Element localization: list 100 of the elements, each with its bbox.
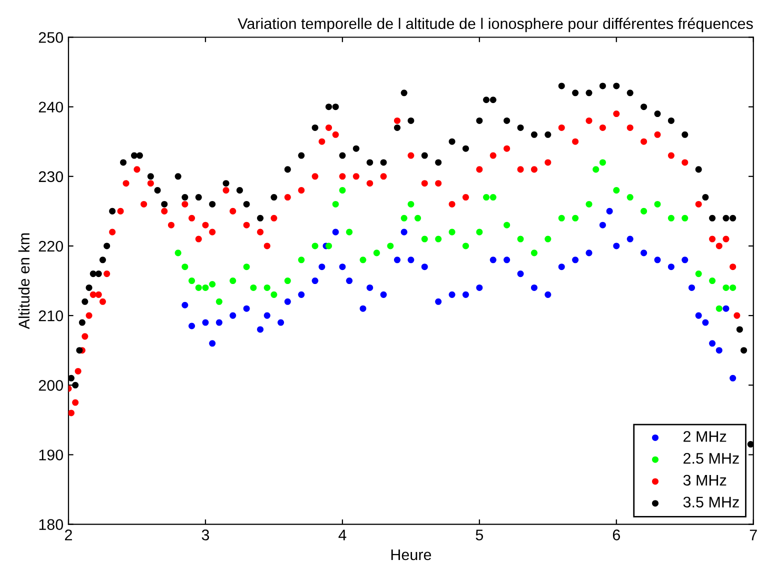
x-axis-title: Heure xyxy=(391,550,432,560)
y-tick-label: 220 xyxy=(38,240,64,252)
y-tick-label: 210 xyxy=(38,310,64,322)
point xyxy=(599,222,606,228)
point xyxy=(216,298,222,305)
point xyxy=(517,236,524,242)
point xyxy=(682,214,688,222)
point xyxy=(530,250,538,256)
point xyxy=(695,270,702,278)
point xyxy=(243,264,250,270)
point xyxy=(613,242,620,250)
point xyxy=(298,256,305,264)
point xyxy=(722,284,730,291)
point xyxy=(394,256,400,264)
x-tick-label: 5 xyxy=(476,530,484,540)
point xyxy=(264,284,270,291)
point xyxy=(476,284,483,291)
point xyxy=(332,200,339,208)
point xyxy=(325,242,332,250)
point xyxy=(702,319,709,326)
point xyxy=(668,264,674,270)
x-tick-label: 2 xyxy=(65,530,72,540)
point xyxy=(188,278,196,284)
point xyxy=(722,305,730,312)
point xyxy=(462,291,469,298)
point xyxy=(182,264,188,270)
x-tick-label: 3 xyxy=(202,530,210,540)
point xyxy=(448,291,456,298)
y-tick-label: 230 xyxy=(38,171,64,182)
y-tick-label: 240 xyxy=(38,102,64,113)
point xyxy=(504,256,510,264)
point xyxy=(346,228,353,236)
point xyxy=(312,242,318,250)
point xyxy=(373,250,380,256)
y-tick-label: 180 xyxy=(39,519,64,530)
point xyxy=(264,312,270,319)
legend-label: 2 MHz xyxy=(684,431,726,442)
point xyxy=(243,305,250,312)
point xyxy=(400,214,408,222)
point xyxy=(414,214,422,222)
point xyxy=(490,194,496,201)
x-tick-label: 6 xyxy=(612,530,620,540)
point xyxy=(504,222,510,228)
point xyxy=(688,284,696,291)
point xyxy=(360,305,366,312)
point xyxy=(216,319,222,326)
legend-label: 3 MHz xyxy=(683,474,726,486)
point xyxy=(195,284,202,291)
point xyxy=(695,312,702,319)
point xyxy=(339,187,346,194)
y-tick-label: 250 xyxy=(38,32,64,43)
point xyxy=(626,236,634,242)
point xyxy=(339,264,346,270)
point xyxy=(284,298,291,305)
point xyxy=(318,264,326,270)
point xyxy=(298,291,305,298)
point xyxy=(483,194,490,201)
point xyxy=(730,374,736,382)
point xyxy=(332,228,339,236)
point xyxy=(421,236,428,242)
point xyxy=(606,208,613,214)
point xyxy=(558,214,565,222)
point xyxy=(209,340,216,347)
point xyxy=(230,312,236,319)
point xyxy=(408,256,414,264)
point xyxy=(572,214,579,222)
point xyxy=(709,278,716,284)
point xyxy=(682,256,688,264)
point xyxy=(462,242,469,250)
point xyxy=(626,194,634,201)
point xyxy=(668,214,674,222)
point xyxy=(730,284,736,291)
point xyxy=(640,250,648,256)
point xyxy=(312,278,318,284)
point xyxy=(270,291,278,298)
legend-label: 2.5 MHz xyxy=(684,452,739,464)
point xyxy=(360,256,366,264)
point xyxy=(592,166,600,173)
point xyxy=(387,242,394,250)
point xyxy=(544,236,552,242)
point xyxy=(716,305,722,312)
point xyxy=(599,159,606,166)
point xyxy=(174,250,182,256)
point xyxy=(257,326,264,333)
point xyxy=(709,340,716,347)
x-tick-label: 4 xyxy=(338,530,346,540)
y-tick-label: 190 xyxy=(39,450,64,460)
point xyxy=(400,228,408,236)
point xyxy=(202,319,209,326)
point xyxy=(530,284,538,291)
point xyxy=(366,284,374,291)
point xyxy=(435,298,442,305)
point xyxy=(202,284,209,291)
x-tick-label: 7 xyxy=(750,530,757,540)
point xyxy=(250,284,257,291)
point xyxy=(230,278,236,284)
point xyxy=(640,208,648,214)
point xyxy=(654,256,661,264)
legend-label: 3.5 MHz xyxy=(683,496,739,508)
point xyxy=(613,187,620,194)
